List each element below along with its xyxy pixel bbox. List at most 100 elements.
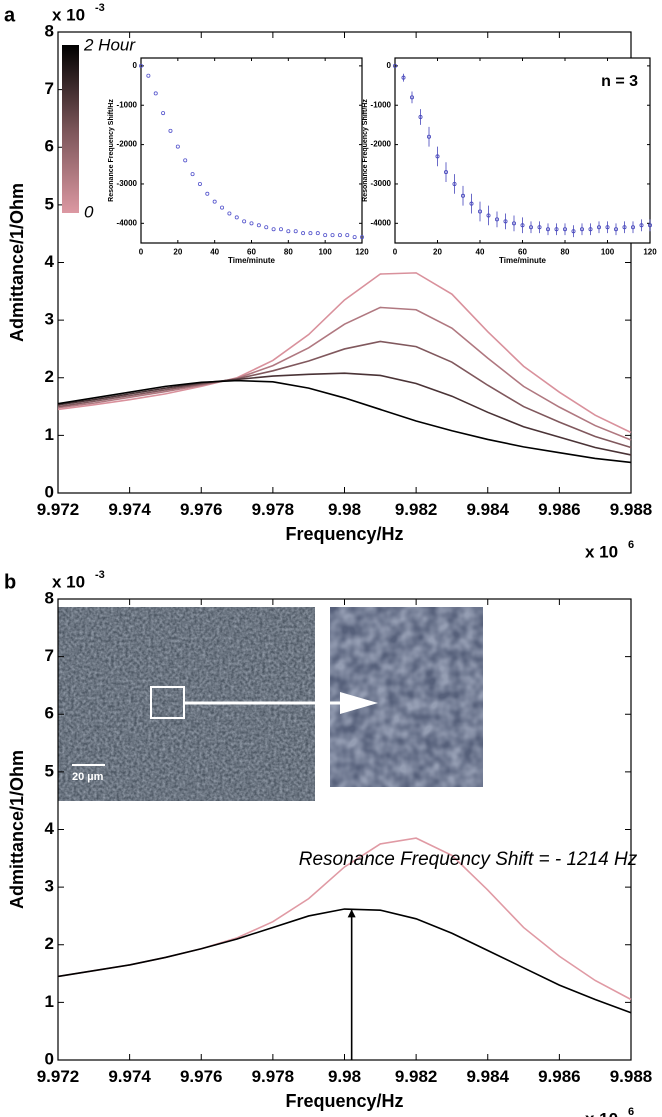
point [301,231,306,236]
point [153,91,158,96]
point [183,158,188,163]
inset-background [141,58,362,243]
x-multiplier: x 10 [585,542,618,561]
x-exponent: 6 [628,1106,634,1117]
x-tick-label: 120 [643,247,657,256]
x-axis-label: Frequency/Hz [285,524,403,544]
x-tick-label: 80 [284,247,293,256]
x-tick-label: 9.984 [466,1067,509,1086]
panel-label: a [4,4,16,26]
point [293,229,298,234]
y-tick-label: 5 [45,194,54,213]
y-tick-label: -3000 [371,179,392,188]
y-tick-label: 0 [45,482,54,501]
point [146,73,151,78]
y-tick-label: 4 [45,819,55,838]
point [392,63,397,68]
point [138,63,143,68]
point [161,111,166,116]
x-tick-label: 100 [318,247,332,256]
x-tick-label: 20 [173,247,182,256]
point [212,199,217,204]
y-tick-label: 7 [45,646,54,665]
point [197,181,202,186]
y-tick-label: 7 [45,79,54,98]
inset-y-label: Resonance Frequency Shift/Hz [362,99,369,202]
point [494,217,499,222]
photos: 20 µm [58,607,483,801]
point [435,154,440,159]
point [227,211,232,216]
point [537,225,542,230]
x-tick-label: 9.982 [395,500,438,519]
point [520,223,525,228]
point [529,225,534,230]
x-tick-label: 9.978 [252,1067,295,1086]
x-tick-label: 9.976 [180,1067,223,1086]
point [563,227,568,232]
x-tick-label: 9.984 [466,500,509,519]
point [452,181,457,186]
scale-bar-label: 20 µm [72,771,104,783]
x-tick-label: 9.974 [108,500,151,519]
x-tick-label: 0 [393,247,398,256]
x-tick-label: 9.976 [180,500,223,519]
panel-label: b [4,571,16,593]
y-tick-label: -1000 [117,100,138,109]
y-tick-label: -1000 [371,100,392,109]
annotation: Resonance Frequency Shift = - 1214 Hz [299,849,638,870]
curve [57,340,632,449]
point [605,225,610,230]
point [477,209,482,214]
point [546,227,551,232]
curve [57,306,632,441]
y-tick-label: 5 [45,761,54,780]
point [426,134,431,139]
point [614,227,619,232]
y-tick-label: -2000 [117,140,138,149]
y-tick-label: 1 [45,425,54,444]
y-tick-label: 0 [45,1049,54,1068]
y-tick-label: 0 [387,61,392,70]
x-multiplier: x 10 [585,1109,618,1117]
plot-frame [57,598,632,1061]
point [622,225,627,230]
point [175,144,180,149]
x-tick-label: 9.972 [37,1067,80,1086]
x-tick-label: 100 [601,247,615,256]
x-tick-label: 40 [476,247,485,256]
point [330,233,335,238]
x-tick-label: 9.974 [108,1067,151,1086]
zoom-arrowhead [340,692,378,714]
y-tick-label: -2000 [371,140,392,149]
colorbar-label: 0 [84,202,94,221]
curve [57,379,632,464]
inset-x-label: Time/minute [499,256,547,265]
point [308,231,313,236]
point [631,225,636,230]
point [597,225,602,230]
point [168,128,173,133]
x-tick-label: 9.982 [395,1067,438,1086]
point [264,225,269,230]
x-exponent: 6 [628,539,634,551]
inset-y-label: Resonance Frequency Shift/Hz [108,99,115,202]
point [571,229,576,234]
y-tick-label: 2 [45,367,54,386]
colorbar [62,45,79,213]
point [648,223,653,228]
point [639,223,644,228]
point [409,95,414,100]
point [249,221,254,226]
y-tick-label: 1 [45,992,54,1011]
point [554,227,559,232]
point [460,193,465,198]
point [220,205,225,210]
point [359,235,364,240]
y-axis-label: Admittance/1/Ohm [7,183,27,342]
x-tick-label: 9.98 [328,500,361,519]
y-tick-label: 3 [45,877,54,896]
inset-annotation: n = 3 [601,73,638,90]
x-tick-label: 9.986 [538,500,581,519]
y-tick-label: 6 [45,704,54,723]
